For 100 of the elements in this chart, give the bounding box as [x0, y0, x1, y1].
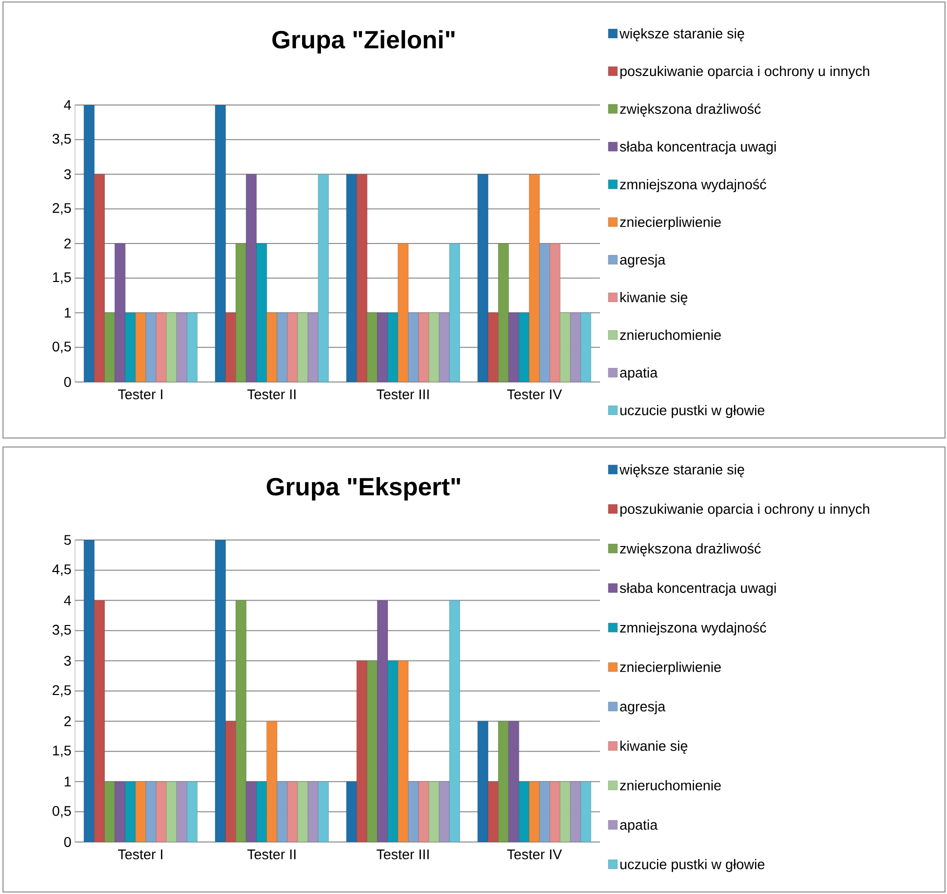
bar: [246, 781, 257, 842]
legend-label: większe staranie się: [619, 28, 744, 42]
y-tick-label: 1,5: [53, 746, 71, 758]
y-tick-label: 1: [64, 776, 71, 786]
x-tick-label: Tester IV: [507, 390, 562, 400]
legend-label: poszukiwanie oparcia i ochrony u innych: [620, 504, 870, 517]
bar: [287, 781, 298, 842]
bar: [580, 781, 592, 842]
x-tick-label: Tester III: [376, 850, 429, 860]
bar: [428, 312, 440, 382]
legend-label: poszukiwanie oparcia i ochrony u innych: [620, 66, 870, 79]
y-tick-label: 1,5: [53, 272, 71, 284]
bar: [318, 174, 329, 382]
chart-title: Grupa "Ekspert": [266, 477, 460, 500]
bar: [478, 721, 488, 842]
legend-label: kiwanie się: [620, 740, 688, 754]
x-tick-label: Tester III: [376, 390, 429, 400]
legend-label: znieruchomienie: [620, 330, 721, 340]
bar: [225, 721, 236, 842]
bar: [94, 174, 105, 382]
bar: [114, 781, 126, 842]
x-tick-label: Tester IV: [507, 850, 562, 860]
legend-label: uczucie pustki w głowie: [620, 858, 764, 872]
legend-label: większe staranie się: [619, 464, 744, 478]
bar: [125, 781, 136, 842]
chart-title: Grupa "Zieloni": [272, 30, 455, 54]
bar: [297, 312, 308, 382]
bar: [570, 312, 581, 382]
bar: [215, 104, 226, 382]
bar: [377, 312, 388, 382]
legend-label: apatia: [620, 367, 658, 380]
bar: [560, 781, 571, 842]
bar: [408, 781, 419, 842]
bar: [580, 312, 592, 382]
y-tick-label: 4,5: [52, 564, 71, 576]
legend-label: zniecierpliwienie: [620, 216, 721, 230]
bar: [236, 600, 246, 842]
bar: [449, 243, 460, 382]
bar: [529, 174, 540, 382]
bar: [478, 174, 488, 382]
bar: [550, 781, 560, 842]
bar: [539, 243, 550, 382]
y-tick-label: 3: [64, 656, 71, 666]
legend-label: apatia: [620, 820, 658, 833]
y-tick-label: 0,5: [52, 342, 71, 354]
bar: [225, 312, 236, 382]
bar: [398, 660, 408, 842]
bar: [439, 312, 450, 382]
bar: [318, 781, 329, 842]
legend-label: zmniejszona wydajność: [620, 178, 766, 192]
bar: [246, 174, 257, 382]
bar: [388, 312, 398, 382]
legend-label: zniecierpliwienie: [620, 662, 721, 675]
bar: [418, 781, 430, 842]
bar: [449, 600, 460, 842]
y-tick-label: 5: [64, 535, 71, 545]
bar: [114, 243, 126, 382]
bar: [256, 243, 267, 382]
y-tick-label: 0,5: [52, 806, 71, 818]
bar: [508, 312, 520, 382]
bar: [439, 781, 450, 842]
bar: [346, 174, 357, 382]
bar: [135, 312, 146, 382]
y-tick-label: 2: [64, 238, 71, 248]
y-tick-label: 4: [64, 100, 72, 110]
y-tick-label: 1: [64, 308, 71, 318]
x-tick-label: Tester I: [118, 850, 162, 860]
bar: [276, 312, 288, 382]
bar: [398, 243, 408, 382]
bar: [156, 312, 167, 382]
bar: [508, 721, 520, 842]
bar: [215, 540, 226, 842]
legend-label: zwiększona drażliwość: [620, 543, 761, 556]
y-tick-label: 3,5: [52, 624, 71, 636]
bar: [297, 781, 308, 842]
bar: [529, 781, 540, 842]
bar: [418, 312, 430, 382]
bar: [308, 312, 318, 382]
legend-label: słaba koncentracja uwagi: [620, 582, 776, 596]
x-tick-label: Tester II: [247, 390, 296, 400]
bar: [256, 781, 267, 842]
bar: [266, 721, 278, 842]
bar: [104, 312, 116, 382]
bar: [135, 781, 146, 842]
bar: [186, 781, 198, 842]
bar: [166, 781, 177, 842]
bar: [104, 781, 116, 842]
bar: [94, 600, 105, 842]
bar: [176, 312, 188, 382]
bar: [366, 660, 378, 842]
bar: [518, 312, 530, 382]
bar: [84, 540, 94, 842]
bar: [146, 312, 156, 382]
bar: [408, 312, 419, 382]
bar: [146, 781, 156, 842]
bar: [550, 243, 560, 382]
x-tick-label: Tester II: [247, 850, 296, 860]
bar: [488, 781, 498, 842]
bar: [356, 174, 368, 382]
bar: [308, 781, 318, 842]
